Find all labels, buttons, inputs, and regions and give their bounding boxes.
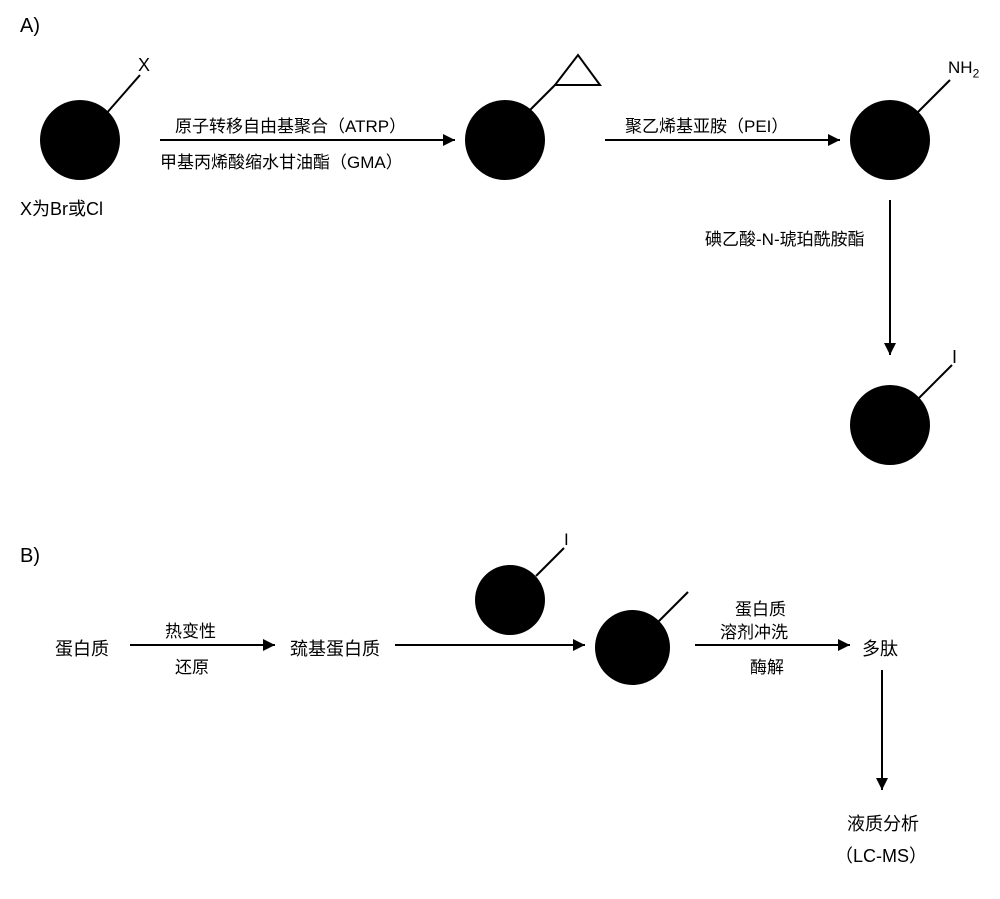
arrow-b3-top1: 蛋白质: [735, 595, 786, 620]
arrow-b3-bottom: 酶解: [750, 653, 784, 678]
section-b-label: B): [20, 545, 40, 568]
arrow-b3-top2: 溶剂冲洗: [720, 618, 788, 643]
b-final2: （LC-MS）: [835, 842, 927, 868]
arrow-b1-bottom: 还原: [175, 653, 209, 678]
arrow-b1-top: 热变性: [165, 617, 216, 642]
sphere-a2: [465, 100, 545, 180]
x-note: X为Br或Cl: [20, 195, 103, 221]
b-start: 蛋白质: [55, 635, 109, 661]
b-peptide: 多肽: [862, 635, 898, 661]
b-final1: 液质分析: [847, 810, 919, 836]
arrow-a3-side: 碘乙酸-N-琥珀酰胺酯: [705, 225, 865, 250]
i-label-b1: I: [564, 530, 569, 550]
sphere-a1: [40, 100, 120, 180]
sphere-a4: [850, 385, 930, 465]
arrow-a1-top: 原子转移自由基聚合（ATRP）: [175, 112, 406, 137]
b-intermediate: 巯基蛋白质: [290, 635, 380, 661]
sphere-b-i: [475, 565, 545, 635]
leaving-group-x: X: [138, 55, 150, 76]
sphere-a3: [850, 100, 930, 180]
nh2-label: NH2: [948, 58, 979, 80]
sphere-b-product: [595, 610, 670, 685]
arrow-a1-bottom: 甲基丙烯酸缩水甘油酯（GMA）: [160, 148, 403, 173]
section-a-label: A): [20, 15, 40, 38]
arrow-a2-top: 聚乙烯基亚胺（PEI）: [625, 112, 788, 137]
i-label-a: I: [952, 347, 957, 368]
